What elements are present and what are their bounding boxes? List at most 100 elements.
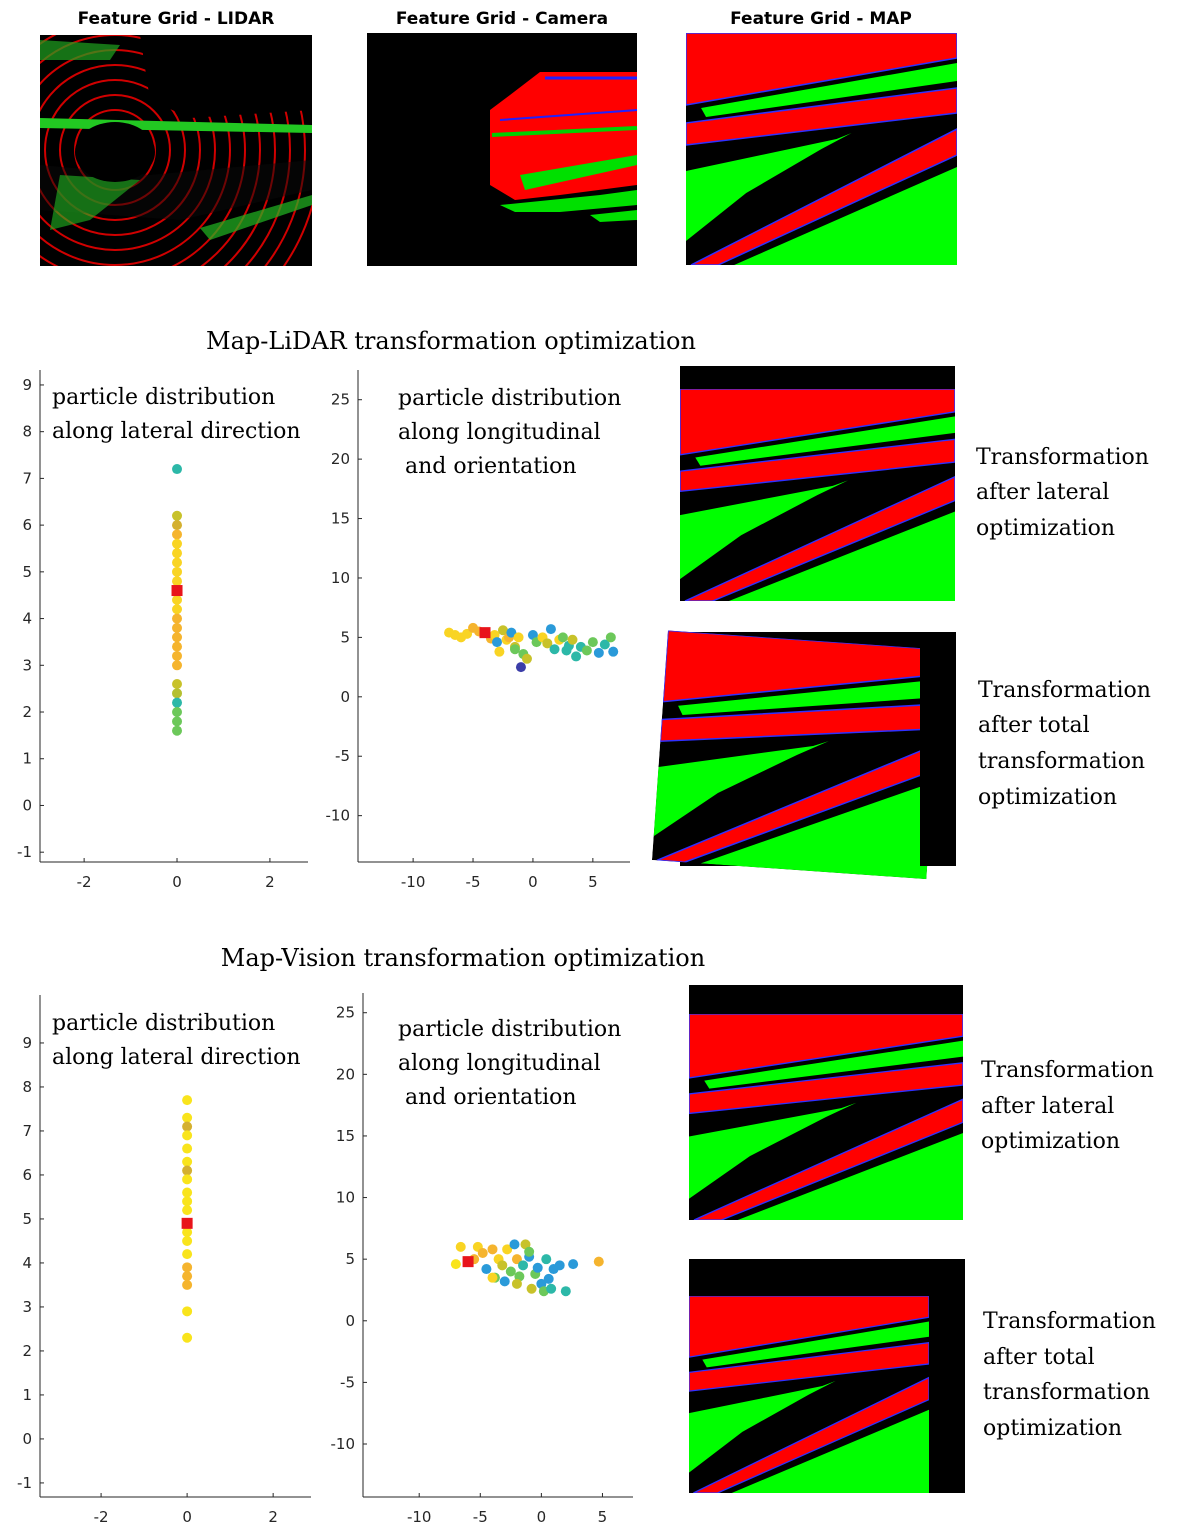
y-tick-label: -5 (335, 747, 350, 765)
caption: Transformation (976, 445, 1149, 470)
y-tick-label: 9 (22, 1034, 32, 1052)
particle (172, 725, 183, 736)
particle (182, 1143, 193, 1154)
x-tick-label: -10 (407, 1508, 432, 1526)
x-tick-label: -2 (77, 873, 92, 891)
particle (182, 1165, 193, 1176)
grid-title: Feature Grid - Camera (396, 9, 608, 29)
y-tick-label: 20 (331, 450, 350, 468)
y-tick-label: 5 (22, 563, 32, 581)
particle (172, 688, 183, 699)
x-tick-label: 0 (182, 1508, 192, 1526)
y-tick-label: -1 (17, 1474, 32, 1492)
particle (172, 566, 183, 577)
particle (172, 632, 183, 643)
particle (571, 651, 582, 662)
particle (509, 644, 520, 655)
particle (593, 1256, 604, 1267)
particle (549, 644, 560, 655)
particle (568, 1259, 579, 1270)
particle (542, 638, 553, 649)
particle (182, 1187, 193, 1198)
y-tick-label: 7 (22, 469, 32, 487)
particle (567, 634, 578, 645)
caption: Transformation (983, 1309, 1156, 1334)
particle (518, 1260, 529, 1271)
y-tick-label: 5 (345, 1250, 355, 1268)
annotation: along longitudinal (398, 1051, 601, 1076)
particle (505, 1266, 516, 1277)
best-particle (479, 627, 491, 639)
caption: optimization (981, 1129, 1120, 1154)
y-tick-label: 9 (22, 376, 32, 394)
particle (182, 1130, 193, 1141)
section-title: Map-LiDAR transformation optimization (206, 327, 696, 355)
y-tick-label: 6 (22, 1166, 32, 1184)
y-tick-label: -10 (326, 807, 351, 825)
particle (545, 624, 556, 635)
lidar-grid-image (40, 35, 312, 266)
y-tick-label: 8 (22, 423, 32, 441)
particle (499, 1276, 510, 1287)
particle (182, 1095, 193, 1106)
particle (172, 697, 183, 708)
particle (541, 1254, 552, 1265)
particle (182, 1262, 193, 1273)
lateral-result-image (689, 985, 963, 1220)
particle (182, 1156, 193, 1167)
x-tick-label: 2 (265, 873, 275, 891)
y-tick-label: 7 (22, 1122, 32, 1140)
y-tick-label: -5 (340, 1373, 355, 1391)
particle (497, 1260, 508, 1271)
particle (172, 613, 183, 624)
particle (182, 1121, 193, 1132)
y-tick-label: 4 (22, 1254, 32, 1272)
x-tick-label: -10 (401, 873, 426, 891)
y-tick-label: 3 (22, 656, 32, 674)
particle (481, 1264, 492, 1275)
particle (172, 660, 183, 671)
particle (172, 548, 183, 559)
y-tick-label: 25 (336, 1004, 355, 1022)
particle (172, 464, 183, 475)
particle (557, 632, 568, 643)
particle (172, 529, 183, 540)
x-tick-label: 2 (268, 1508, 278, 1526)
particle (608, 646, 619, 657)
particle (532, 1262, 543, 1273)
particle (502, 1244, 513, 1255)
caption: after lateral (981, 1094, 1114, 1119)
particle (491, 637, 502, 648)
particle (172, 716, 183, 727)
particle (526, 1283, 537, 1294)
y-tick-label: 5 (340, 628, 350, 646)
y-tick-label: 5 (22, 1210, 32, 1228)
particle (513, 632, 524, 643)
chart: -10 -5 0 5 10 15 20 25 -10 -5 0 5 particle distribut… (326, 370, 630, 891)
particle (524, 1246, 535, 1257)
caption: optimization (978, 785, 1117, 810)
particle (182, 1332, 193, 1343)
section-title: Map-Vision transformation optimization (221, 944, 705, 972)
camera-grid-image (367, 33, 638, 266)
particle (560, 1286, 571, 1297)
y-tick-label: 2 (22, 703, 32, 721)
map-grid-image (686, 33, 957, 265)
particle (172, 557, 183, 568)
y-tick-label: 15 (331, 510, 350, 528)
particle (511, 1254, 522, 1265)
particle (172, 707, 183, 718)
particle (172, 538, 183, 549)
chart: -10 -5 0 5 10 15 20 25 -10 -5 0 5 particle distribut… (331, 993, 633, 1526)
caption: after total (983, 1345, 1095, 1370)
particle (587, 637, 598, 648)
y-tick-label: 25 (331, 391, 350, 409)
y-tick-label: 0 (345, 1312, 355, 1330)
total-result-image (689, 1259, 965, 1493)
particle (172, 594, 183, 605)
particle (487, 1272, 498, 1283)
particle (605, 632, 616, 643)
particle (581, 645, 592, 656)
